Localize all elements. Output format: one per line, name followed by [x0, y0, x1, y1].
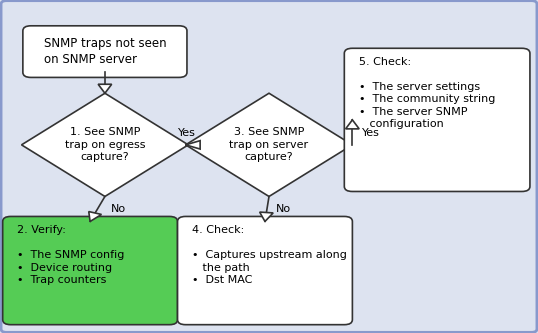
Polygon shape — [186, 93, 352, 196]
Text: Yes: Yes — [178, 128, 196, 138]
Polygon shape — [345, 120, 359, 129]
Text: No: No — [275, 204, 291, 214]
Polygon shape — [186, 141, 200, 149]
Polygon shape — [22, 93, 188, 196]
Text: 1. See SNMP
trap on egress
capture?: 1. See SNMP trap on egress capture? — [65, 128, 145, 162]
Text: 4. Check:

•  Captures upstream along
   the path
•  Dst MAC: 4. Check: • Captures upstream along the … — [192, 225, 347, 285]
Text: 2. Verify:

•  The SNMP config
•  Device routing
•  Trap counters: 2. Verify: • The SNMP config • Device ro… — [17, 225, 125, 285]
Text: SNMP traps not seen
on SNMP server: SNMP traps not seen on SNMP server — [44, 37, 166, 66]
Text: 3. See SNMP
trap on server
capture?: 3. See SNMP trap on server capture? — [229, 128, 309, 162]
Polygon shape — [260, 212, 273, 221]
Text: Yes: Yes — [362, 128, 380, 138]
FancyBboxPatch shape — [178, 216, 352, 325]
FancyBboxPatch shape — [23, 26, 187, 78]
Polygon shape — [98, 84, 112, 93]
FancyBboxPatch shape — [344, 48, 530, 191]
Polygon shape — [89, 211, 102, 221]
FancyBboxPatch shape — [3, 216, 178, 325]
Text: 5. Check:

•  The server settings
•  The community string
•  The server SNMP
   : 5. Check: • The server settings • The co… — [359, 57, 495, 129]
Text: No: No — [111, 204, 126, 214]
